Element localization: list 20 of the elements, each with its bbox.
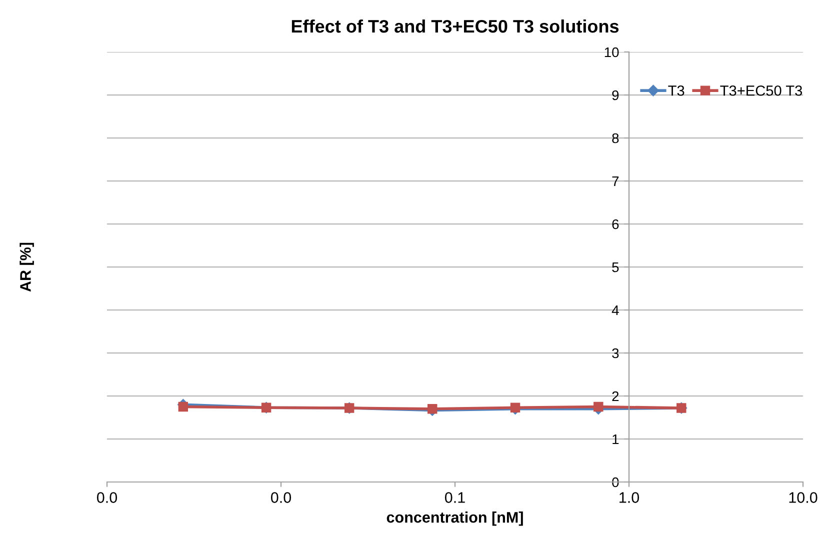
chart-title: Effect of T3 and T3+EC50 T3 solutions: [292, 19, 619, 33]
y-tick-label: 8: [612, 133, 619, 144]
y-tick-label: 7: [612, 176, 619, 186]
x-tick-label: 1.0: [620, 492, 640, 503]
y-tick-label: 6: [612, 219, 619, 230]
legend-label: T3+EC50 T3: [720, 85, 802, 96]
y-tick-label: 2: [612, 391, 619, 402]
y-tick-label: 3: [612, 348, 619, 358]
y-tick-label: 1: [612, 434, 619, 444]
x-tick-label: 0.0: [96, 492, 118, 503]
x-axis-title: concentration [nM]: [386, 512, 523, 526]
y-tick-label: 5: [612, 262, 619, 272]
y-tick-label: 10: [604, 47, 619, 58]
y-tick-label: 9: [612, 90, 619, 100]
x-tick-label: 0.1: [444, 492, 465, 503]
y-tick-label: 4: [612, 305, 619, 316]
y-axis-title: AR [%]: [20, 242, 34, 292]
x-tick-label: 10.0: [789, 492, 818, 503]
legend-label: T3: [668, 85, 684, 96]
x-tick-label: 0.0: [270, 492, 292, 503]
